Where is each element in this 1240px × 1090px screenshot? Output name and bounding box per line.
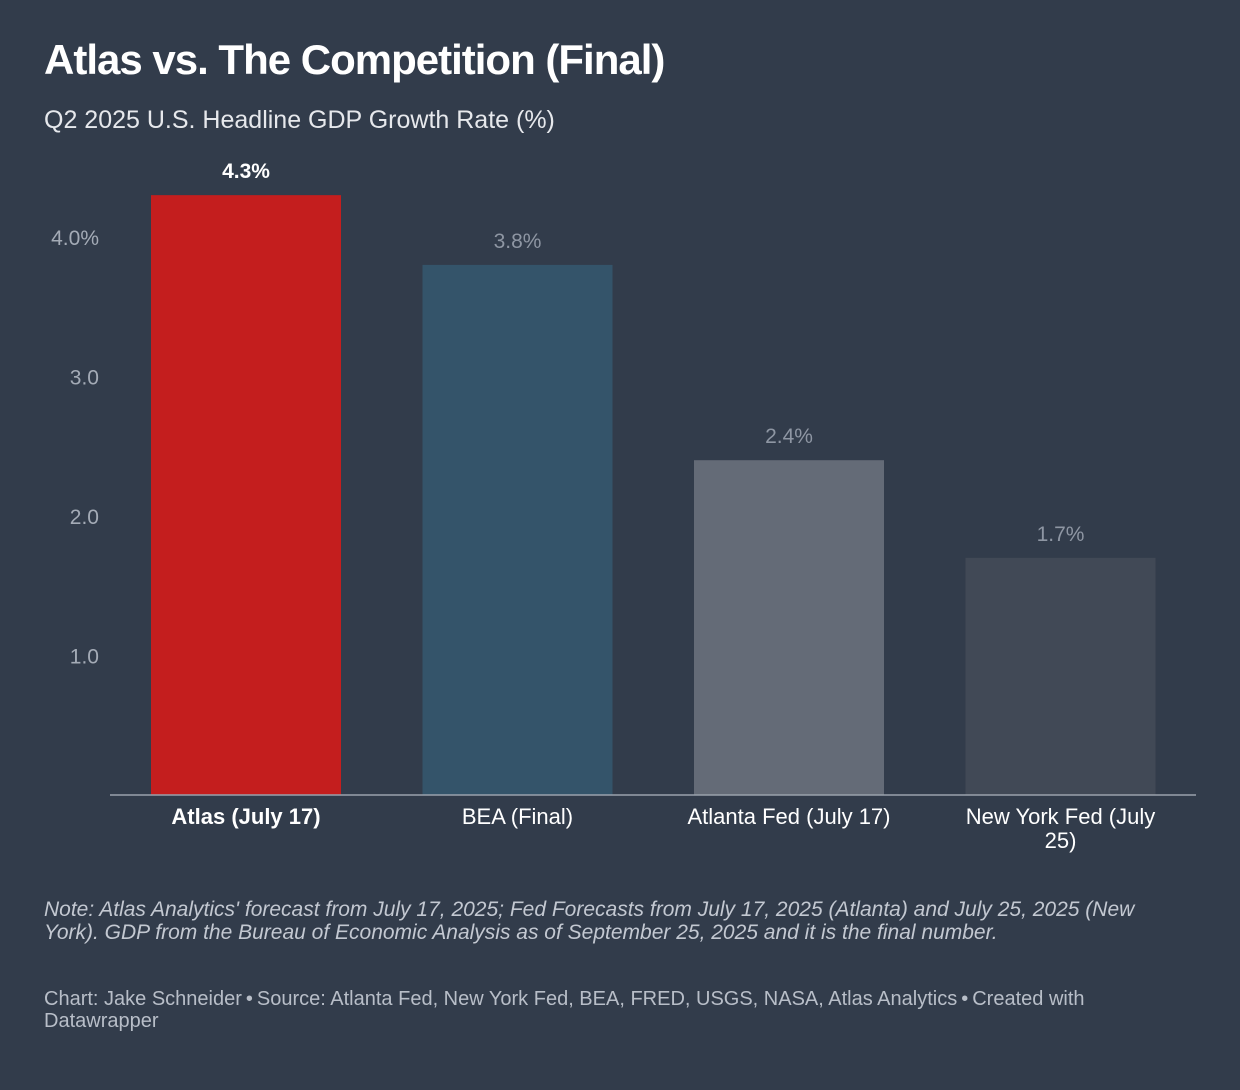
bar-chart: 1.0 2.0 3.0 4.0% 4.3% Atlas (July 17) 3.8% BEA …: [51, 160, 1196, 853]
chart-credit: Chart: Jake Schneider • Source: Atlanta Fe…: [44, 988, 1184, 1032]
data-label: 3.8%: [494, 230, 542, 253]
y-tick-label: 4.0%: [51, 227, 99, 250]
chart-subtitle: Q2 2025 U.S. Headline GDP Growth Rate (%…: [44, 106, 555, 134]
chart-note: Note: Atlas Analytics' forecast from Jul…: [44, 898, 1135, 944]
x-tick-label: Atlanta Fed (July 17): [688, 804, 891, 829]
bar: [694, 460, 884, 795]
separator: •: [961, 988, 969, 1010]
chart-source: Source: Atlanta Fed, New York Fed, BEA, …: [256, 988, 958, 1010]
y-tick-label: 1.0: [70, 646, 99, 669]
bar: [422, 264, 613, 795]
bar: [965, 557, 1156, 795]
data-label: 2.4%: [765, 425, 813, 448]
x-tick-label: BEA (Final): [462, 804, 573, 829]
chart-title: Atlas vs. The Competition (Final): [44, 36, 665, 83]
bar: [151, 195, 341, 795]
separator: •: [245, 988, 253, 1010]
created-with: Created with Datawrapper: [44, 988, 1085, 1032]
x-tick-label: New York Fed (July: [966, 804, 1156, 829]
x-tick-label: Atlas (July 17): [171, 804, 320, 829]
y-tick-label: 2.0: [70, 506, 99, 529]
y-tick-label: 3.0: [70, 367, 99, 390]
x-tick-label: 25): [1045, 828, 1077, 853]
data-label: 4.3%: [222, 160, 270, 183]
data-label: 1.7%: [1037, 523, 1085, 546]
chart-author: Chart: Jake Schneider: [44, 988, 242, 1010]
